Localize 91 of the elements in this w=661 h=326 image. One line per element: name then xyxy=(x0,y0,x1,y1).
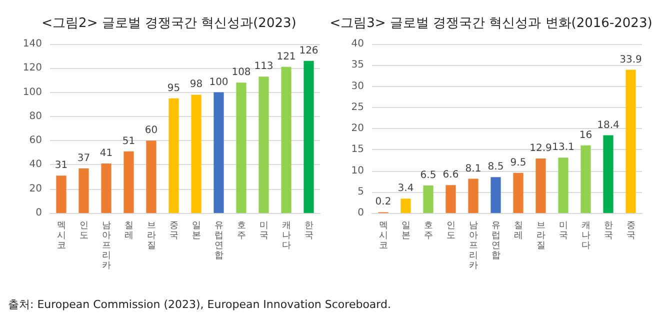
x-tick-label: 호주 xyxy=(424,221,433,241)
x-tick-label: 미국 xyxy=(558,221,568,241)
chart-title: <그림3> 글로벌 경쟁국간 혁신성과 변화(2016-2023) xyxy=(330,16,652,31)
bar xyxy=(168,98,179,213)
source-note: 출처: European Commission (2023), European Innovation Scoreboard. xyxy=(8,297,392,312)
x-tick-label: 남아프리카 xyxy=(102,221,111,271)
x-tick-label: 중국 xyxy=(626,221,636,241)
bar xyxy=(214,92,224,213)
x-tick-label: 유럽연합 xyxy=(491,221,500,261)
bar xyxy=(423,186,434,213)
data-label: 13.1 xyxy=(552,142,574,154)
bar xyxy=(446,185,456,213)
bar xyxy=(191,94,202,213)
x-tick-label: 칠레 xyxy=(514,221,523,241)
data-label: 0.2 xyxy=(375,196,392,208)
x-tick-label: 캐나다 xyxy=(282,221,291,251)
bar xyxy=(78,168,89,213)
bar xyxy=(146,140,156,213)
x-tick-label: 캐나다 xyxy=(581,221,590,251)
data-label: 16 xyxy=(579,130,592,141)
y-tick-label: 15 xyxy=(351,144,364,156)
data-label: 41 xyxy=(100,148,113,160)
data-label: 113 xyxy=(254,61,274,72)
x-tick-label: 일본 xyxy=(401,221,410,241)
x-tick-label: 한국 xyxy=(604,221,613,241)
bar xyxy=(536,158,546,213)
y-tick-label: 5 xyxy=(358,186,364,198)
data-label: 6.6 xyxy=(442,170,459,181)
y-tick-label: 120 xyxy=(22,62,42,74)
x-tick-label: 남아프리카 xyxy=(468,221,478,271)
chart-title: <그림2> 글로벌 경쟁국간 혁신성과(2023) xyxy=(42,16,296,31)
data-label: 3.4 xyxy=(398,183,414,194)
data-label: 108 xyxy=(232,67,251,78)
data-label: 60 xyxy=(144,125,158,136)
x-tick-label: 브라질 xyxy=(536,221,546,251)
data-label: 33.9 xyxy=(620,54,642,66)
bar xyxy=(304,60,314,213)
data-label: 95 xyxy=(167,82,180,94)
y-tick-label: 30 xyxy=(351,80,364,92)
bar xyxy=(558,158,568,213)
bar xyxy=(603,135,614,213)
data-label: 126 xyxy=(299,45,318,56)
data-label: 8.1 xyxy=(465,163,482,174)
x-tick-label: 인도 xyxy=(446,221,456,241)
y-tick-label: 80 xyxy=(29,110,42,122)
data-label: 31 xyxy=(54,160,68,172)
x-tick-label: 멕시코 xyxy=(56,221,66,251)
bar xyxy=(400,198,411,213)
y-tick-label: 0 xyxy=(358,208,364,218)
bar xyxy=(124,151,134,213)
x-tick-label: 유럽연합 xyxy=(214,221,224,261)
bar xyxy=(236,82,246,213)
data-label: 6.5 xyxy=(420,170,436,182)
y-tick-label: 40 xyxy=(351,38,364,50)
x-tick-label: 미국 xyxy=(259,221,268,241)
x-tick-label: 한국 xyxy=(304,221,314,241)
bar xyxy=(513,172,524,213)
data-label: 100 xyxy=(209,76,228,88)
x-tick-label: 칠레 xyxy=(124,221,134,241)
bar xyxy=(101,164,112,213)
x-tick-label: 일본 xyxy=(192,221,201,241)
data-label: 9.5 xyxy=(510,157,526,168)
bar xyxy=(468,178,478,213)
x-tick-label: 브라질 xyxy=(146,221,156,251)
y-tick-label: 60 xyxy=(29,135,42,146)
y-tick-label: 40 xyxy=(29,159,42,170)
y-tick-label: 0 xyxy=(36,208,42,218)
y-tick-label: 20 xyxy=(351,123,364,134)
x-tick-label: 인도 xyxy=(79,221,88,241)
x-tick-label: 호주 xyxy=(236,221,246,241)
y-tick-label: 20 xyxy=(29,183,42,194)
data-label: 98 xyxy=(190,79,203,90)
bar xyxy=(56,176,66,213)
data-label: 18.4 xyxy=(597,120,620,131)
y-tick-label: 100 xyxy=(22,86,42,98)
bar xyxy=(490,177,501,213)
y-tick-label: 10 xyxy=(351,165,364,176)
x-tick-label: 멕시코 xyxy=(378,221,388,251)
y-tick-label: 35 xyxy=(351,60,364,71)
data-label: 121 xyxy=(276,51,296,62)
y-tick-label: 140 xyxy=(22,38,42,50)
y-tick-label: 25 xyxy=(351,102,364,113)
x-tick-label: 중국 xyxy=(169,221,178,241)
data-label: 8.5 xyxy=(488,162,504,173)
data-label: 12.9 xyxy=(530,142,552,154)
bar xyxy=(281,66,292,213)
bar xyxy=(258,76,269,213)
bar xyxy=(626,70,636,213)
data-label: 37 xyxy=(77,152,90,164)
data-label: 51 xyxy=(122,136,136,147)
bar xyxy=(580,145,591,213)
